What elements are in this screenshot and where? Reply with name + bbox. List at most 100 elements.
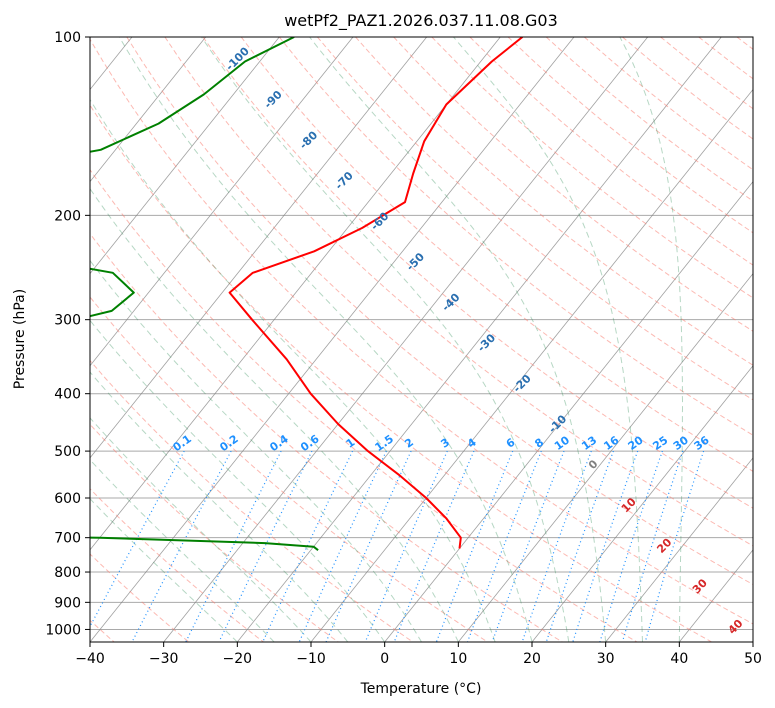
dry-adiabat-line xyxy=(469,37,753,266)
isotherm-line xyxy=(310,88,753,642)
dry-adiabat-line xyxy=(90,488,264,642)
moist-adiabat-line xyxy=(90,371,349,642)
moist-adiabat-label: 20 xyxy=(654,536,674,556)
moist-adiabat-label: -100 xyxy=(223,44,252,73)
dry-adiabat-line xyxy=(164,37,753,547)
mixing-ratio-label: 4 xyxy=(465,436,479,451)
x-tick-label: −20 xyxy=(223,651,253,667)
temperature-line xyxy=(228,37,524,549)
plot-frame xyxy=(89,36,754,643)
mixing-ratio-label: 10 xyxy=(552,433,572,453)
dry-adiabat-line xyxy=(202,37,753,509)
x-tick-label: −40 xyxy=(75,651,105,667)
dry-adiabat-line xyxy=(90,168,638,642)
dry-adiabat-line xyxy=(583,37,753,171)
isotherm-line xyxy=(90,37,207,183)
mixing-ratio-line xyxy=(364,450,448,642)
moist-adiabat-line xyxy=(90,259,422,642)
mixing-ratio-line xyxy=(435,450,514,642)
mixing-ratio-label: 1 xyxy=(344,436,358,451)
mixing-ratio-line xyxy=(599,450,663,642)
moist-adiabat-line xyxy=(90,187,459,642)
y-tick-label: 1000 xyxy=(45,622,81,638)
mixing-ratio-line xyxy=(491,450,565,642)
y-tick-label: 300 xyxy=(54,313,81,329)
dry-adiabat-line xyxy=(393,37,753,332)
y-tick-label: 400 xyxy=(54,387,81,403)
isotherm-line xyxy=(457,272,753,642)
moist-adiabat-label: 30 xyxy=(690,576,710,596)
x-axis-label: Temperature (°C) xyxy=(360,681,482,697)
moist-adiabat-line xyxy=(309,37,607,642)
y-tick-label: 900 xyxy=(54,595,81,611)
isotherm-line xyxy=(0,37,58,642)
x-tick-label: −30 xyxy=(149,651,179,667)
moist-adiabat-label: 0 xyxy=(586,457,601,472)
moist-adiabat-label: 40 xyxy=(726,617,746,637)
dry-adiabat-line xyxy=(90,38,753,625)
isotherm-line xyxy=(163,37,649,642)
mixing-ratio-line xyxy=(131,450,232,642)
mixing-ratio-line xyxy=(90,450,185,628)
mixing-ratio-line xyxy=(325,450,412,642)
dry-adiabat-line xyxy=(431,37,753,299)
moist-adiabat-label: -30 xyxy=(475,331,498,354)
mixing-ratio-line xyxy=(218,450,313,642)
mixing-ratio-label: 36 xyxy=(692,433,712,453)
moist-adiabat-line xyxy=(90,319,386,642)
dry-adiabat-line xyxy=(90,553,190,642)
dry-adiabat-line xyxy=(90,359,414,642)
plot-area xyxy=(0,37,753,642)
mixing-ratio-label: 25 xyxy=(650,434,670,453)
moist-adiabat-line xyxy=(453,37,643,642)
isotherm-line xyxy=(90,37,280,275)
mixing-ratio-label: 30 xyxy=(671,433,691,453)
isotherm-line xyxy=(90,37,575,642)
y-tick-label: 800 xyxy=(54,565,81,581)
mixing-ratio-line xyxy=(466,450,542,642)
isotherm-line xyxy=(90,37,428,459)
dry-adiabat-line xyxy=(90,423,339,642)
mixing-ratio-line xyxy=(521,450,592,642)
mixing-ratio-line xyxy=(298,450,387,642)
isotherm-line xyxy=(90,37,501,551)
chart-title: wetPf2_PAZ1.2026.037.11.08.G03 xyxy=(284,11,558,31)
dry-adiabat-line xyxy=(507,37,753,234)
moist-adiabat-line xyxy=(90,98,496,642)
dry-adiabat-line xyxy=(90,232,563,642)
moist-adiabat-line xyxy=(619,37,683,642)
x-tick-label: 50 xyxy=(744,651,762,667)
x-tick-label: −10 xyxy=(296,651,326,667)
y-tick-label: 100 xyxy=(54,30,81,46)
isotherm-line xyxy=(605,457,753,642)
moist-adiabat-label: -50 xyxy=(404,250,427,273)
isotherm-line xyxy=(384,180,753,642)
mixing-ratio-label: 20 xyxy=(626,433,646,453)
isotherm-line xyxy=(752,641,753,642)
axes: −40 −30 −20 −10 0 10 20 30 40 5010020030040050060… xyxy=(45,30,762,667)
mixing-ratio-label: 6 xyxy=(504,436,518,451)
mixing-ratio-label: 3 xyxy=(438,436,452,451)
moist-adiabat-label: -80 xyxy=(297,128,320,151)
y-tick-label: 700 xyxy=(54,531,81,547)
dry-adiabat-line xyxy=(90,104,712,642)
y-tick-label: 600 xyxy=(54,491,81,507)
dry-adiabat-line xyxy=(355,37,753,366)
y-tick-label: 200 xyxy=(54,208,81,224)
x-tick-label: 0 xyxy=(380,651,389,667)
x-tick-label: 20 xyxy=(523,651,541,667)
dry-adiabat-line xyxy=(126,37,753,586)
y-tick-label: 500 xyxy=(54,444,81,460)
mixing-ratio-line xyxy=(262,450,354,642)
x-tick-label: 30 xyxy=(597,651,615,667)
moist-adiabat-line xyxy=(90,459,275,642)
isotherm-line xyxy=(236,37,722,642)
x-tick-label: 40 xyxy=(670,651,688,667)
dry-adiabat-line xyxy=(240,37,753,472)
dry-adiabat-line xyxy=(90,296,488,642)
moist-adiabat-line xyxy=(90,498,238,642)
moist-adiabat-label: -90 xyxy=(262,88,285,111)
mixing-ratio-label: 16 xyxy=(601,433,621,453)
isotherm-line xyxy=(531,365,753,642)
